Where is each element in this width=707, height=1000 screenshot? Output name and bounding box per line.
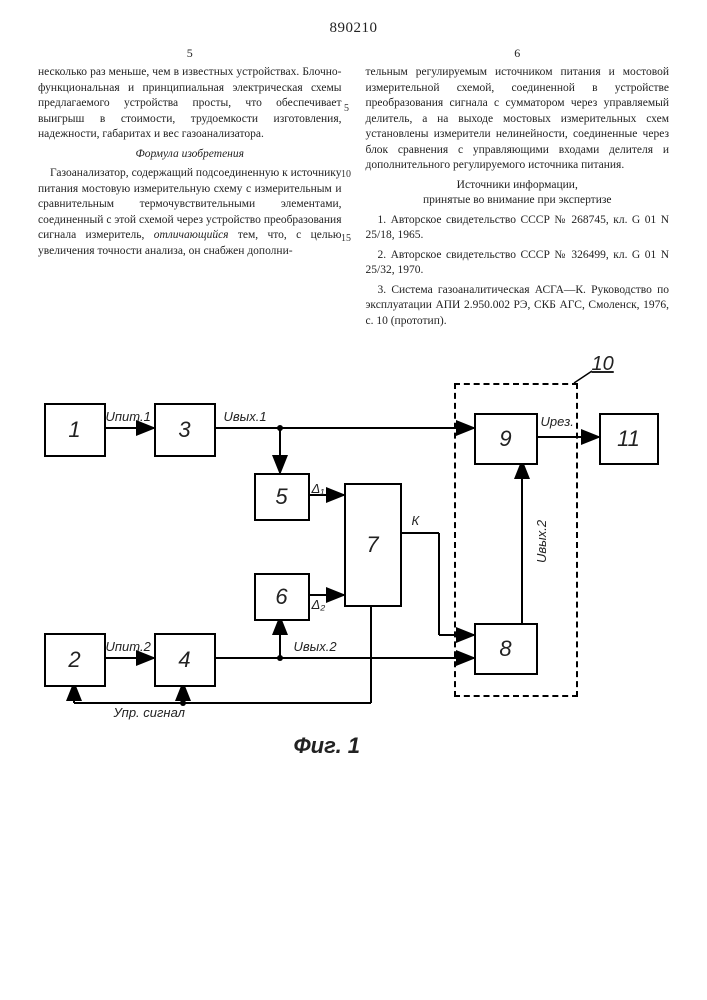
label-urez: Uрез. — [541, 414, 574, 429]
label-uvyh2b: Uвых.2 — [534, 520, 549, 563]
label-d2: Δ₂ — [312, 597, 326, 612]
label-uvyh2: Uвых.2 — [294, 639, 337, 654]
label-d1: Δ₁ — [312, 481, 325, 496]
block-5: 5 — [254, 473, 310, 521]
right-column: 6 тельным регулируемым источником питани… — [366, 45, 670, 333]
block-3: 3 — [154, 403, 216, 457]
label-uvyh1: Uвых.1 — [224, 409, 267, 424]
right-para-1: тельным регулируемым источником питания … — [366, 65, 670, 174]
label-k: К — [412, 513, 420, 528]
block-diagram: 1 2 3 4 5 6 7 8 9 11 10 Uпит.1 Uпит.2 Uв… — [44, 363, 664, 783]
block-11: 11 — [599, 413, 659, 465]
group-label-10: 10 — [592, 353, 614, 376]
page: 890210 5 10 15 5 несколько раз меньше, ч… — [0, 0, 707, 803]
block-6: 6 — [254, 573, 310, 621]
label-upr: Упр. сигнал — [114, 705, 185, 720]
block-9: 9 — [474, 413, 538, 465]
patent-number: 890210 — [38, 20, 669, 37]
line-mark-5: 5 — [344, 103, 349, 114]
text-columns: 5 10 15 5 несколько раз меньше, чем в из… — [38, 45, 669, 333]
source-3: 3. Система газоаналитическая АСГА—К. Рук… — [366, 283, 670, 330]
label-upit1: Uпит.1 — [106, 409, 151, 424]
left-para-2: Газоанализатор, содержащий подсоединенну… — [38, 166, 342, 259]
line-mark-15: 15 — [341, 233, 351, 244]
block-7: 7 — [344, 483, 402, 607]
left-col-num: 5 — [38, 45, 342, 61]
block-1: 1 — [44, 403, 106, 457]
figure-caption: Фиг. 1 — [294, 733, 361, 759]
block-4: 4 — [154, 633, 216, 687]
source-2: 2. Авторское свидетельство СССР № 326499… — [366, 248, 670, 279]
label-upit2: Uпит.2 — [106, 639, 151, 654]
right-col-num: 6 — [366, 45, 670, 61]
block-8: 8 — [474, 623, 538, 675]
sources-title: Источники информации, принятые во вниман… — [366, 178, 670, 209]
block-2: 2 — [44, 633, 106, 687]
line-mark-10: 10 — [341, 169, 351, 180]
left-para-1: несколько раз меньше, чем в известных ус… — [38, 65, 342, 143]
claim-title: Формула изобретения — [38, 147, 342, 163]
left-column: 5 несколько раз меньше, чем в известных … — [38, 45, 342, 333]
claim-body-b: отличающийся — [154, 229, 229, 241]
source-1: 1. Авторское свидетельство СССР № 268745… — [366, 213, 670, 244]
